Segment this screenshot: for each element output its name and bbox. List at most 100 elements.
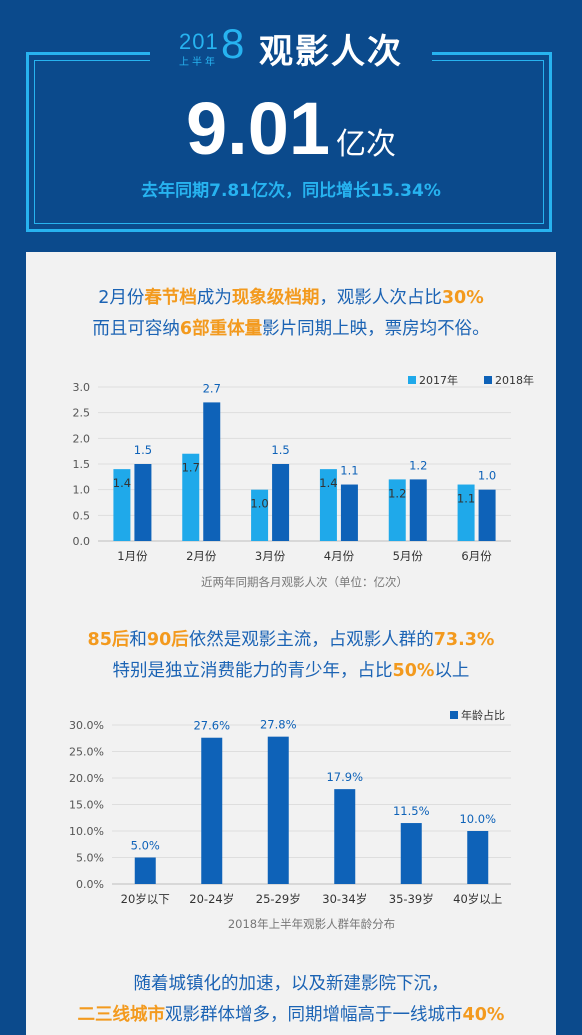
bar-value-label: 27.8% [260,718,297,732]
monthly-admissions-chart: 0.0 0.5 1.0 1.5 2.0 2.5 3.0 1月份 1.4 1.5 2月份 1.7 2.7 3… [73,373,535,589]
highlight-text: 现象级档期 [231,288,320,308]
content-card: 2月份春节档成为现象级档期，观影人次占比30% 而且可容纳6部重体量影片同期上映… [26,252,556,1035]
bar-value-label: 2.7 [203,381,221,395]
body-text: 依然是观影主流，占观影人群的 [188,630,434,650]
body-text: 观影群体增多，同期增幅高于一线城市 [165,1005,463,1025]
x-tick-label: 4月份 [324,549,355,563]
chart-caption: 2018年上半年观影人群年龄分布 [228,917,395,931]
x-tick-label: 40岁以上 [453,892,502,906]
headline-comparison: 去年同期7.81亿次，同比增长15.34% [141,181,441,201]
bar-value-label: 10.0% [459,812,496,826]
body-text: 和 [129,630,147,650]
y-tick-label: 15.0% [69,799,104,812]
section3-line2: 二三线城市观影群体增多，同期增幅高于一线城市40% [26,1000,556,1031]
x-tick-label: 25-29岁 [256,892,301,906]
x-tick-label: 35-39岁 [389,892,434,906]
bar [272,464,290,541]
y-tick-label: 30.0% [69,719,104,732]
body-text: 影片同期上映，票房均不俗。 [262,319,490,339]
section1-line1: 2月份春节档成为现象级档期，观影人次占比30% [26,283,556,314]
y-tick-label: 5.0% [76,852,104,865]
bar [134,464,152,541]
legend-label: 年龄占比 [461,708,505,722]
highlight-text: 春节档 [144,288,197,308]
bar-value-label: 1.7 [182,461,200,475]
x-tick-label: 5月份 [393,549,424,563]
body-text: 2月份 [98,288,145,308]
bar-value-label: 1.1 [340,464,358,478]
y-tick-label: 0.0% [76,878,104,891]
bar-value-label: 1.5 [134,443,152,457]
x-tick-label: 3月份 [255,549,286,563]
section1-text: 2月份春节档成为现象级档期，观影人次占比30% 而且可容纳6部重体量影片同期上映… [26,283,556,345]
x-tick-label: 30-34岁 [322,892,367,906]
bar-value-label: 1.0 [250,497,268,511]
bar [113,469,131,541]
headline-stat: 9.01 亿次 [0,92,582,166]
bar [182,453,200,541]
legend-label: 2017年 [419,373,458,387]
bar-value-label: 1.0 [478,469,496,483]
bar-value-label: 11.5% [393,804,430,818]
highlight-text: 90后 [146,630,189,650]
highlight-text: 73.3% [433,630,495,650]
body-text: 特别是独立消费能力的青少年，占比 [112,661,393,681]
body-text: 以上 [434,661,470,681]
section2-text: 85后和90后依然是观影主流，占观影人群的73.3% 特别是独立消费能力的青少年… [26,625,556,687]
y-tick-label: 20.0% [69,772,104,785]
body-text: 随着城镇化的加速，以及新建影院下沉， [133,974,449,994]
highlight-text: 6部重体量 [179,319,263,339]
age-distribution-chart: 0.0% 5.0% 10.0% 15.0% 20.0% 25.0% 30.0% 20岁以下 5.… [69,708,511,931]
highlight-text: 40% [462,1005,505,1025]
headline-number: 9.01 [185,87,331,170]
x-tick-label: 1月份 [117,549,148,563]
year-logo: 201 上半年 8 [179,20,251,71]
legend-swatch [450,711,458,719]
bar-value-label: 1.4 [113,476,131,490]
y-tick-label: 0.0 [73,535,91,548]
title-banner: 201 上半年 8 观影人次 [150,20,432,72]
y-tick-label: 10.0% [69,825,104,838]
page-title: 观影人次 [259,31,403,72]
header: 201 上半年 8 观影人次 9.01 亿次 去年同期7.81亿次，同比增长15… [0,0,582,250]
highlight-text: 二三线城市 [77,1005,166,1025]
body-text: 而且可容纳 [92,319,180,339]
bar [478,489,496,541]
y-tick-label: 25.0% [69,746,104,759]
bar [340,484,358,541]
bar [334,789,356,884]
bar-value-label: 1.5 [271,443,289,457]
bar [134,857,156,884]
section3-text: 随着城镇化的加速，以及新建影院下沉， 二三线城市观影群体增多，同期增幅高于一线城… [26,969,556,1031]
section1-line2: 而且可容纳6部重体量影片同期上映，票房均不俗。 [26,314,556,345]
bar [409,479,427,541]
year-top-text: 201 [179,29,219,54]
chart-caption: 近两年同期各月观影人次（单位：亿次） [201,575,408,589]
section3-line1: 随着城镇化的加速，以及新建影院下沉， [26,969,556,1000]
bar [251,489,269,541]
legend-label: 2018年 [495,373,534,387]
x-tick-label: 20岁以下 [121,892,170,906]
y-tick-label: 1.5 [73,458,91,471]
bar-value-label: 1.2 [388,486,406,500]
bar [467,831,489,884]
highlight-text: 30% [441,288,484,308]
highlight-text: 50% [392,661,435,681]
bar-value-label: 1.2 [409,458,427,472]
highlight-text: 85后 [87,630,130,650]
y-tick-label: 2.0 [73,432,91,445]
y-tick-label: 0.5 [73,509,91,522]
year-big-digit: 8 [221,20,245,67]
legend-swatch [408,376,416,384]
bar-value-label: 5.0% [131,839,160,853]
bar [319,469,337,541]
legend-swatch [484,376,492,384]
body-text: ，观影人次占比 [319,288,442,308]
bar-value-label: 1.1 [457,492,475,506]
body-text: 成为 [196,288,232,308]
y-tick-label: 2.5 [73,407,91,420]
bar [457,484,475,541]
bar [201,737,223,884]
year-half-text: 上半年 [179,57,218,68]
bar-value-label: 17.9% [326,770,363,784]
